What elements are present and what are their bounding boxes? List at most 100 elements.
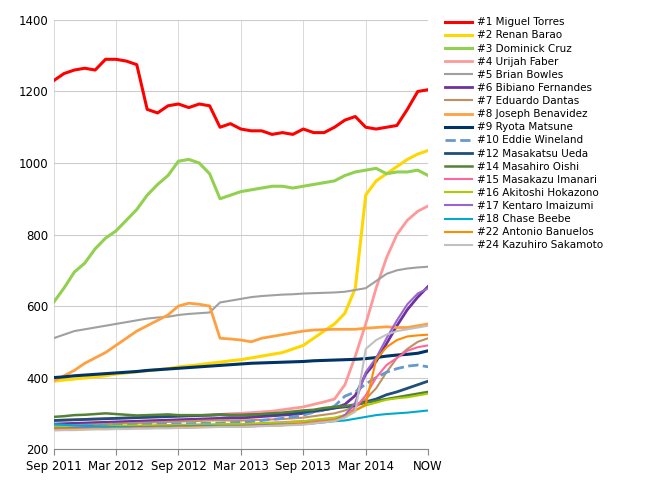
#14 Masahiro Oishi xyxy=(268,410,276,416)
#6 Bibiano Fernandes xyxy=(393,323,401,329)
#24 Kazuhiro Sakamoto xyxy=(143,426,151,432)
#12 Masakatsu Ueda xyxy=(299,409,307,415)
#3 Dominick Cruz xyxy=(122,217,130,223)
#4 Urijah Faber xyxy=(362,321,370,327)
Line: #16 Akitoshi Hokazono: #16 Akitoshi Hokazono xyxy=(54,394,428,427)
#16 Akitoshi Hokazono xyxy=(91,423,99,429)
#7 Eduardo Dantas xyxy=(216,417,224,423)
#9 Ryota Matsune xyxy=(70,373,78,379)
#3 Dominick Cruz xyxy=(164,173,172,179)
#5 Brian Bowles xyxy=(248,294,256,300)
#3 Dominick Cruz xyxy=(226,192,234,198)
#6 Bibiano Fernandes xyxy=(310,409,318,415)
#9 Ryota Matsune xyxy=(91,371,99,377)
#16 Akitoshi Hokazono xyxy=(372,400,380,406)
#16 Akitoshi Hokazono xyxy=(226,421,234,427)
#16 Akitoshi Hokazono xyxy=(320,416,328,422)
#17 Kentaro Imaizumi xyxy=(351,400,359,406)
#17 Kentaro Imaizumi xyxy=(112,424,120,430)
#5 Brian Bowles xyxy=(403,265,411,271)
#2 Renan Barao xyxy=(268,351,276,357)
#24 Kazuhiro Sakamoto xyxy=(216,424,224,430)
#12 Masakatsu Ueda xyxy=(362,399,370,405)
#8 Joseph Benavidez xyxy=(143,323,151,329)
#8 Joseph Benavidez xyxy=(205,303,213,309)
#9 Ryota Matsune xyxy=(216,362,224,368)
#2 Renan Barao xyxy=(154,367,162,373)
#8 Joseph Benavidez xyxy=(216,335,224,341)
#17 Kentaro Imaizumi xyxy=(278,422,286,428)
#2 Renan Barao xyxy=(175,364,183,370)
#5 Brian Bowles xyxy=(310,290,318,296)
#8 Joseph Benavidez xyxy=(50,378,58,384)
#16 Akitoshi Hokazono xyxy=(413,392,421,398)
#4 Urijah Faber xyxy=(268,408,276,414)
#9 Ryota Matsune xyxy=(413,350,421,356)
#6 Bibiano Fernandes xyxy=(226,415,234,421)
#6 Bibiano Fernandes xyxy=(299,410,307,416)
Line: #1 Miguel Torres: #1 Miguel Torres xyxy=(54,59,428,134)
#22 Antonio Banuelos xyxy=(248,423,256,429)
#18 Chase Beebe xyxy=(362,414,370,420)
#9 Ryota Matsune xyxy=(320,357,328,363)
#14 Masahiro Oishi xyxy=(154,412,162,418)
#22 Antonio Banuelos xyxy=(143,425,151,431)
#14 Masahiro Oishi xyxy=(351,401,359,407)
#22 Antonio Banuelos xyxy=(372,357,380,363)
#9 Ryota Matsune xyxy=(299,358,307,364)
#16 Akitoshi Hokazono xyxy=(102,423,110,429)
#15 Masakazu Imanari xyxy=(383,362,391,368)
#18 Chase Beebe xyxy=(413,409,421,415)
#17 Kentaro Imaizumi xyxy=(195,423,203,429)
#22 Antonio Banuelos xyxy=(330,418,339,424)
Line: #10 Eddie Wineland: #10 Eddie Wineland xyxy=(54,365,428,426)
#8 Joseph Benavidez xyxy=(60,373,68,379)
#17 Kentaro Imaizumi xyxy=(268,422,276,428)
#3 Dominick Cruz xyxy=(372,165,380,171)
#2 Renan Barao xyxy=(393,164,401,170)
#24 Kazuhiro Sakamoto xyxy=(164,425,172,431)
#6 Bibiano Fernandes xyxy=(372,358,380,364)
#4 Urijah Faber xyxy=(383,255,391,261)
#1 Miguel Torres xyxy=(70,67,78,73)
#10 Eddie Wineland xyxy=(175,421,183,427)
#2 Renan Barao xyxy=(185,363,193,369)
#2 Renan Barao xyxy=(341,310,349,316)
#17 Kentaro Imaizumi xyxy=(362,369,370,375)
#24 Kazuhiro Sakamoto xyxy=(81,427,89,433)
#12 Masakatsu Ueda xyxy=(372,396,380,402)
#3 Dominick Cruz xyxy=(393,169,401,175)
#10 Eddie Wineland xyxy=(112,422,120,428)
#4 Urijah Faber xyxy=(81,417,89,423)
#7 Eduardo Dantas xyxy=(278,416,286,422)
#5 Brian Bowles xyxy=(237,296,245,302)
#12 Masakatsu Ueda xyxy=(258,411,266,417)
#15 Masakazu Imanari xyxy=(330,416,339,422)
#22 Antonio Banuelos xyxy=(258,423,266,429)
#2 Renan Barao xyxy=(320,328,328,334)
#7 Eduardo Dantas xyxy=(268,417,276,423)
#2 Renan Barao xyxy=(143,368,151,374)
#6 Bibiano Fernandes xyxy=(143,418,151,424)
#9 Ryota Matsune xyxy=(60,374,68,380)
Legend: #1 Miguel Torres, #2 Renan Barao, #3 Dominick Cruz, #4 Urijah Faber, #5 Brian Bo: #1 Miguel Torres, #2 Renan Barao, #3 Dom… xyxy=(444,15,605,252)
#10 Eddie Wineland xyxy=(164,421,172,427)
#15 Masakazu Imanari xyxy=(268,420,276,426)
#5 Brian Bowles xyxy=(341,289,349,295)
#1 Miguel Torres xyxy=(216,124,224,130)
#16 Akitoshi Hokazono xyxy=(164,422,172,428)
#18 Chase Beebe xyxy=(91,423,99,429)
#9 Ryota Matsune xyxy=(205,363,213,369)
#7 Eduardo Dantas xyxy=(205,418,213,424)
#14 Masahiro Oishi xyxy=(50,414,58,420)
#7 Eduardo Dantas xyxy=(248,417,256,423)
#9 Ryota Matsune xyxy=(289,359,297,365)
#14 Masahiro Oishi xyxy=(248,412,256,418)
#3 Dominick Cruz xyxy=(143,192,151,198)
#8 Joseph Benavidez xyxy=(91,355,99,361)
#1 Miguel Torres xyxy=(393,122,401,128)
#14 Masahiro Oishi xyxy=(320,405,328,411)
#17 Kentaro Imaizumi xyxy=(299,420,307,426)
#12 Masakatsu Ueda xyxy=(289,410,297,416)
#1 Miguel Torres xyxy=(175,101,183,107)
